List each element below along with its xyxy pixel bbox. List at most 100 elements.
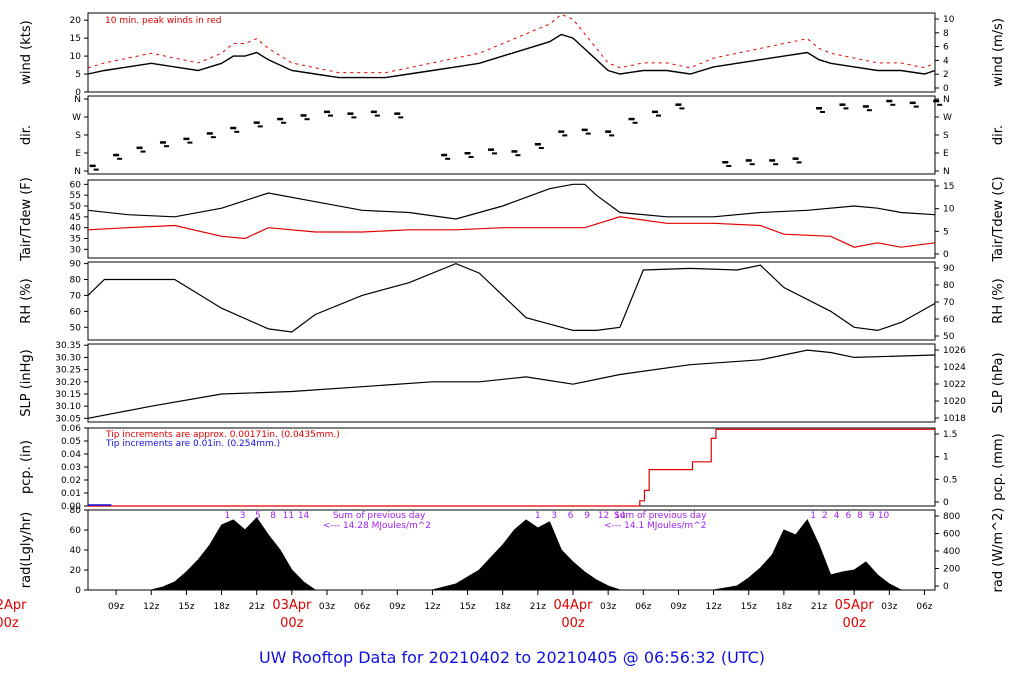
ytick-label-tairtdew: 30 (70, 245, 82, 255)
ytick-label-slp: 30.25 (55, 366, 81, 376)
dir-point (585, 132, 591, 135)
xtick-label: 12z (424, 602, 440, 612)
series-rh (87, 262, 936, 333)
dir-point (300, 114, 307, 117)
ytick-label-wind: 15 (70, 34, 81, 44)
ylabel-left-rh: RH (%) (19, 278, 34, 323)
dir-point (210, 136, 216, 139)
ytick-label-pcp: 0.03 (61, 463, 81, 473)
dir-point (726, 165, 732, 167)
ytick-right-label-dir: N (943, 95, 950, 105)
ytick-right-label-pcp: 1 (943, 453, 949, 463)
xtick-label: 03z (881, 602, 897, 612)
ytick-right-label-wind: 8 (943, 29, 949, 39)
x-day-label: 04Apr (553, 598, 593, 613)
dir-point (558, 130, 565, 133)
dir-point (773, 163, 779, 166)
ytick-right-label-rad: 800 (943, 512, 960, 522)
ytick-label-rh: 70 (70, 291, 82, 301)
ytick-label-pcp: 0.01 (61, 489, 81, 499)
dir-point (562, 134, 568, 137)
dir-point (257, 125, 263, 128)
dir-point (183, 137, 190, 141)
ytick-label-slp: 30.15 (55, 390, 81, 400)
dir-point (675, 103, 682, 106)
ytick-label-dir: W (72, 113, 81, 123)
ytick-right-label-rh: 70 (943, 298, 955, 308)
ytick-label-rad: 40 (70, 546, 82, 556)
dir-point (839, 103, 846, 106)
rad-hour-mark: 8 (270, 511, 276, 521)
ytick-right-label-tairtdew: 0 (943, 250, 949, 260)
ytick-right-label-rad: 400 (943, 547, 960, 557)
rad-hour-mark: 5 (255, 511, 261, 521)
dir-point (230, 126, 237, 130)
rad-hour-mark: 1 (225, 511, 231, 521)
ytick-label-tairtdew: 35 (70, 235, 81, 245)
ytick-right-label-pcp: 1.5 (943, 430, 957, 440)
ytick-right-label-pcp: 0.5 (943, 475, 957, 485)
x-day-label: 05Apr (835, 598, 875, 613)
rad-hour-mark: 9 (584, 511, 590, 521)
dir-point (117, 157, 123, 160)
x-day-time: 00z (842, 616, 866, 631)
ylabel-right-dir: dir. (991, 125, 1006, 145)
xtick-label: 06z (354, 602, 370, 612)
ylabel-right-rad: rad (W/m^2) (991, 508, 1006, 593)
ylabel-left-rad: rad(Lgly/hr) (19, 512, 34, 588)
ytick-label-slp: 30.10 (55, 402, 81, 412)
footer-title: UW Rooftop Data for 20210402 to 20210405… (258, 648, 766, 667)
ytick-right-label-tairtdew: 15 (943, 182, 954, 192)
xtick-label: 21z (811, 602, 827, 612)
ytick-right-label-slp: 1024 (943, 363, 966, 373)
xtick-label: 06z (916, 602, 932, 612)
ytick-label-tairtdew: 50 (70, 202, 82, 212)
ytick-label-slp: 30.35 (55, 341, 81, 351)
ytick-label-wind: 20 (70, 16, 82, 26)
panel-frame-wind (87, 12, 936, 93)
ylabel-left-pcp: pcp. (in) (19, 440, 34, 494)
xtick-label: 18z (495, 602, 511, 612)
series-tair (87, 183, 936, 220)
series-peak-wind (87, 13, 936, 74)
dir-point (890, 103, 896, 106)
ytick-right-label-pcp: 0 (943, 498, 949, 508)
dir-point (534, 143, 541, 146)
ytick-label-rh: 90 (70, 260, 82, 270)
xtick-label: 12z (705, 602, 721, 612)
dir-point (159, 141, 166, 144)
xtick-label: 18z (776, 602, 792, 612)
ytick-label-wind: 0 (75, 88, 81, 98)
ytick-label-tairtdew: 40 (70, 224, 82, 234)
ytick-right-label-slp: 1022 (943, 380, 966, 390)
rad-hour-mark: 3 (240, 511, 246, 521)
ytick-right-label-slp: 1018 (943, 414, 966, 424)
ytick-label-dir: N (74, 167, 81, 177)
ytick-right-label-dir: N (943, 167, 950, 177)
ytick-right-label-tairtdew: 10 (943, 205, 955, 215)
panel-frame-rh (87, 261, 936, 341)
dir-point (487, 148, 494, 151)
xtick-label: 03z (600, 602, 616, 612)
dir-point (187, 141, 193, 144)
dir-point (445, 157, 451, 160)
ytick-label-slp: 30.05 (55, 414, 81, 424)
rad-hour-mark: 6 (845, 511, 851, 521)
rad-hour-mark: 3 (551, 511, 557, 521)
dir-point (277, 117, 284, 121)
series-rad (88, 517, 935, 591)
rad-day-sum-title: Sum of previous day (614, 511, 707, 521)
rad-day-sum-title: Sum of previous day (333, 511, 426, 521)
panel-frame-tairtdew (87, 179, 936, 259)
ytick-right-label-wind: 4 (943, 56, 949, 66)
ytick-label-slp: 30.20 (55, 378, 81, 388)
xtick-label: 12z (143, 602, 159, 612)
rad-hour-mark: 9 (869, 511, 875, 521)
dir-point (323, 110, 330, 114)
ytick-label-pcp: 0.05 (61, 437, 81, 447)
ytick-label-dir: N (74, 95, 81, 105)
dir-point (206, 132, 213, 135)
ytick-right-label-wind: 2 (943, 70, 949, 80)
dir-point (511, 150, 518, 153)
ytick-label-slp: 30.30 (55, 353, 81, 363)
